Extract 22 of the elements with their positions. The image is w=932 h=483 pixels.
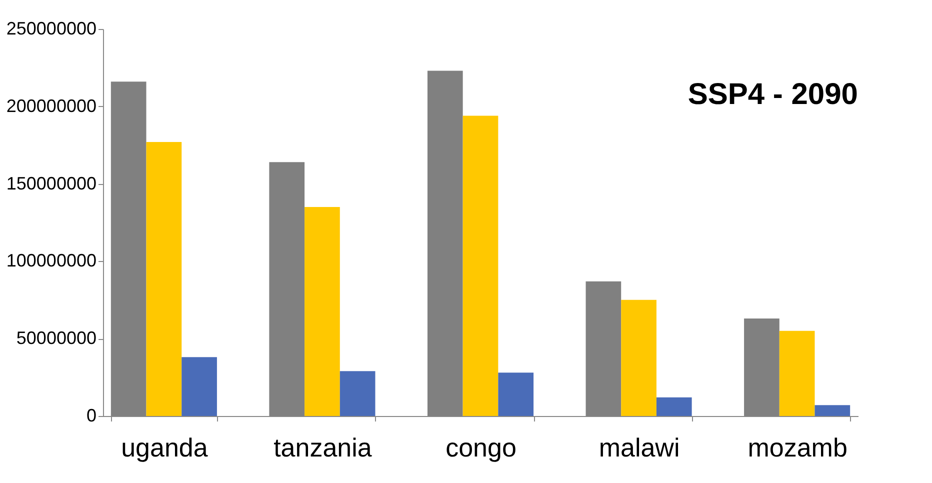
x-tick-label: mozamb bbox=[748, 432, 848, 462]
bar bbox=[621, 300, 656, 416]
y-tick-label: 50000000 bbox=[16, 328, 96, 348]
bar bbox=[498, 372, 534, 416]
y-tick-label: 0 bbox=[86, 406, 96, 426]
bar bbox=[146, 142, 182, 416]
bar bbox=[656, 397, 692, 416]
bar bbox=[182, 357, 217, 416]
bar bbox=[462, 116, 498, 416]
y-tick-label: 150000000 bbox=[6, 173, 96, 194]
x-tick-label: malawi bbox=[598, 432, 680, 462]
y-tick-label: 250000000 bbox=[6, 18, 96, 38]
text: SSP4 - 2090 bbox=[688, 78, 858, 111]
bar bbox=[340, 371, 376, 416]
bar bbox=[304, 207, 340, 416]
x-tick-label: uganda bbox=[121, 432, 208, 462]
x-tick-label: tanzania bbox=[274, 432, 372, 462]
y-tick-label: 100000000 bbox=[6, 250, 96, 271]
bar bbox=[814, 405, 850, 416]
y-tick-label: 200000000 bbox=[6, 96, 96, 116]
x-tick-label: congo bbox=[446, 432, 516, 462]
bar bbox=[779, 330, 815, 416]
